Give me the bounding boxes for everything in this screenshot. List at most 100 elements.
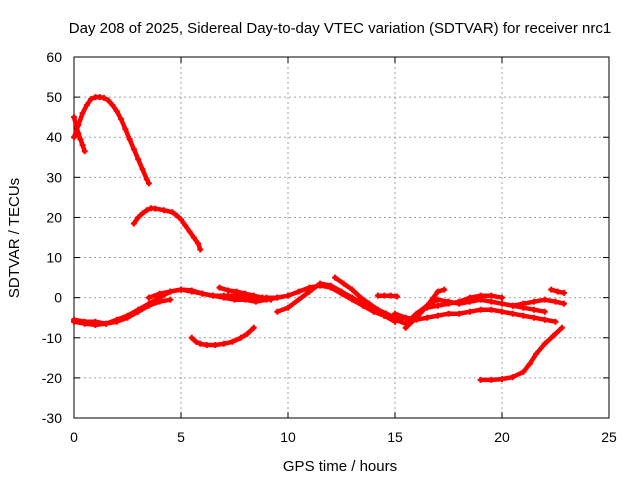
data-point xyxy=(499,300,505,307)
data-point xyxy=(392,310,398,317)
y-tick-label: 50 xyxy=(46,89,62,105)
series-points-arc-e xyxy=(71,296,174,328)
data-point xyxy=(192,338,199,345)
data-point xyxy=(182,222,189,229)
data-point xyxy=(552,298,559,305)
y-tick-label: 60 xyxy=(46,49,62,65)
data-point xyxy=(233,288,240,295)
data-point xyxy=(561,289,568,296)
y-tick-label: 40 xyxy=(46,129,62,145)
y-axis-label: SDTVAR / TECUs xyxy=(6,178,23,298)
data-point xyxy=(231,296,238,303)
data-point xyxy=(210,292,217,299)
y-tick-label: -30 xyxy=(42,410,62,426)
data-point xyxy=(92,321,99,328)
series-points-arc-h xyxy=(188,324,257,348)
data-point xyxy=(466,294,473,301)
data-point xyxy=(188,287,195,294)
data-point xyxy=(199,290,206,297)
data-point xyxy=(173,212,180,219)
data-point xyxy=(477,292,484,299)
chart-title: Day 208 of 2025, Sidereal Day-to-day VTE… xyxy=(69,20,611,37)
data-point xyxy=(541,340,548,347)
data-point xyxy=(349,286,356,293)
data-point xyxy=(186,228,193,235)
data-point xyxy=(434,312,441,319)
data-point xyxy=(113,318,120,325)
data-point xyxy=(81,148,88,155)
x-axis-ticks: 0 5 10 15 20 25 xyxy=(70,57,617,445)
data-point xyxy=(520,312,527,319)
data-point xyxy=(220,340,227,347)
data-point xyxy=(550,332,557,339)
x-tick-label: 15 xyxy=(387,429,403,445)
data-point xyxy=(267,296,274,303)
data-point xyxy=(109,102,116,109)
data-point xyxy=(188,334,195,341)
data-point xyxy=(541,296,548,303)
data-point xyxy=(75,130,82,137)
data-point xyxy=(366,300,373,307)
data-point xyxy=(118,116,125,123)
data-point xyxy=(434,288,441,295)
data-point xyxy=(381,292,388,299)
data-point xyxy=(374,292,381,299)
data-point xyxy=(124,314,131,321)
data-point xyxy=(195,240,202,247)
y-tick-label: -20 xyxy=(42,370,62,386)
data-point xyxy=(531,306,538,313)
data-point xyxy=(552,318,559,325)
data-point xyxy=(434,296,441,303)
data-point xyxy=(197,340,204,347)
data-point xyxy=(456,298,463,305)
data-point xyxy=(73,122,80,129)
data-point xyxy=(178,216,184,223)
data-point xyxy=(216,284,223,291)
data-point xyxy=(145,302,152,309)
data-point xyxy=(424,314,431,321)
data-point xyxy=(105,97,112,104)
data-point xyxy=(554,288,561,295)
data-point xyxy=(520,300,527,307)
data-point xyxy=(203,341,210,348)
series-line-arc-i xyxy=(275,281,398,324)
data-point xyxy=(135,156,142,163)
data-point xyxy=(357,294,364,301)
data-point xyxy=(488,306,495,313)
data-point xyxy=(242,296,249,303)
data-point xyxy=(122,126,129,133)
data-point xyxy=(237,334,244,341)
data-point xyxy=(244,330,251,337)
data-point xyxy=(139,166,146,173)
data-point xyxy=(317,280,324,287)
data-point xyxy=(139,210,146,217)
y-tick-label: 10 xyxy=(46,250,62,266)
data-point xyxy=(531,314,538,321)
data-point xyxy=(167,296,174,303)
data-point xyxy=(77,136,84,143)
data-point xyxy=(126,136,133,143)
series-points-arc-q xyxy=(548,286,568,296)
data-point xyxy=(113,108,120,115)
data-point xyxy=(156,290,163,297)
data-point xyxy=(135,308,142,315)
x-tick-label: 10 xyxy=(280,429,296,445)
data-point xyxy=(103,320,110,327)
y-tick-label: 20 xyxy=(46,209,62,225)
data-point xyxy=(100,94,107,101)
data-point xyxy=(225,287,232,294)
series-points-arc-c xyxy=(130,205,204,253)
data-point xyxy=(285,292,291,299)
data-point xyxy=(561,300,568,307)
data-point xyxy=(402,314,409,321)
series-points-arc-p xyxy=(509,296,568,309)
data-point xyxy=(548,286,555,293)
data-point xyxy=(306,288,313,295)
series-line-arc-k xyxy=(375,293,400,299)
data-point xyxy=(145,294,152,301)
series-line-arc-e xyxy=(71,297,173,328)
data-point xyxy=(488,298,495,305)
data-point xyxy=(466,308,473,315)
data-point xyxy=(212,341,219,348)
